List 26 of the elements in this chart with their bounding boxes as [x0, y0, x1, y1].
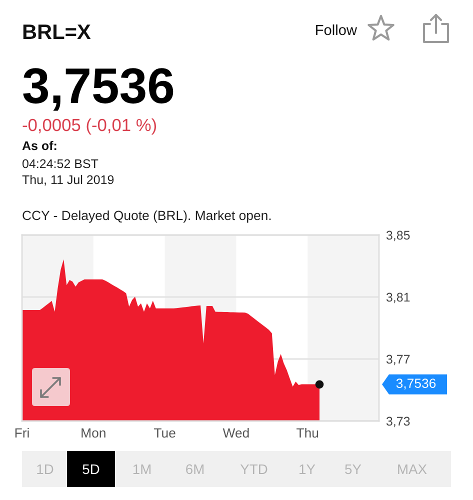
y-tick-label: 3,85 [386, 230, 410, 242]
x-tick-label: Wed [222, 428, 249, 438]
text: As of: [22, 140, 56, 150]
text: 1Y [300, 464, 316, 474]
text: MAX [398, 464, 427, 474]
y-tick-label: 3,81 [386, 292, 410, 304]
x-tick-label: Fri [15, 428, 29, 438]
x-tick-label: Mon [82, 428, 106, 438]
text: 1D [37, 464, 54, 474]
text: 3,7536 [23, 68, 174, 111]
text: 6M [186, 464, 204, 474]
text: Thu, 11 Jul 2019 [22, 174, 114, 186]
text: 04:24:52 BST [22, 159, 98, 168]
text: 5D [82, 464, 100, 474]
text: 3,7536 [396, 378, 436, 390]
text: Follow [316, 24, 358, 36]
text: 1M [133, 464, 151, 474]
y-tick-label: 3,73 [386, 416, 410, 428]
x-tick-label: Tue [154, 428, 176, 438]
text: -0,0005 (-0,01 %) [22, 118, 156, 135]
chart-title: BRL=X [23, 24, 91, 39]
x-tick-label: Thu [296, 428, 318, 438]
y-tick-label: 3,77 [386, 354, 410, 366]
text: CCY - Delayed Quote (BRL). Market open. [22, 210, 271, 223]
text: 5Y [345, 464, 362, 474]
text: YTD [240, 464, 268, 474]
